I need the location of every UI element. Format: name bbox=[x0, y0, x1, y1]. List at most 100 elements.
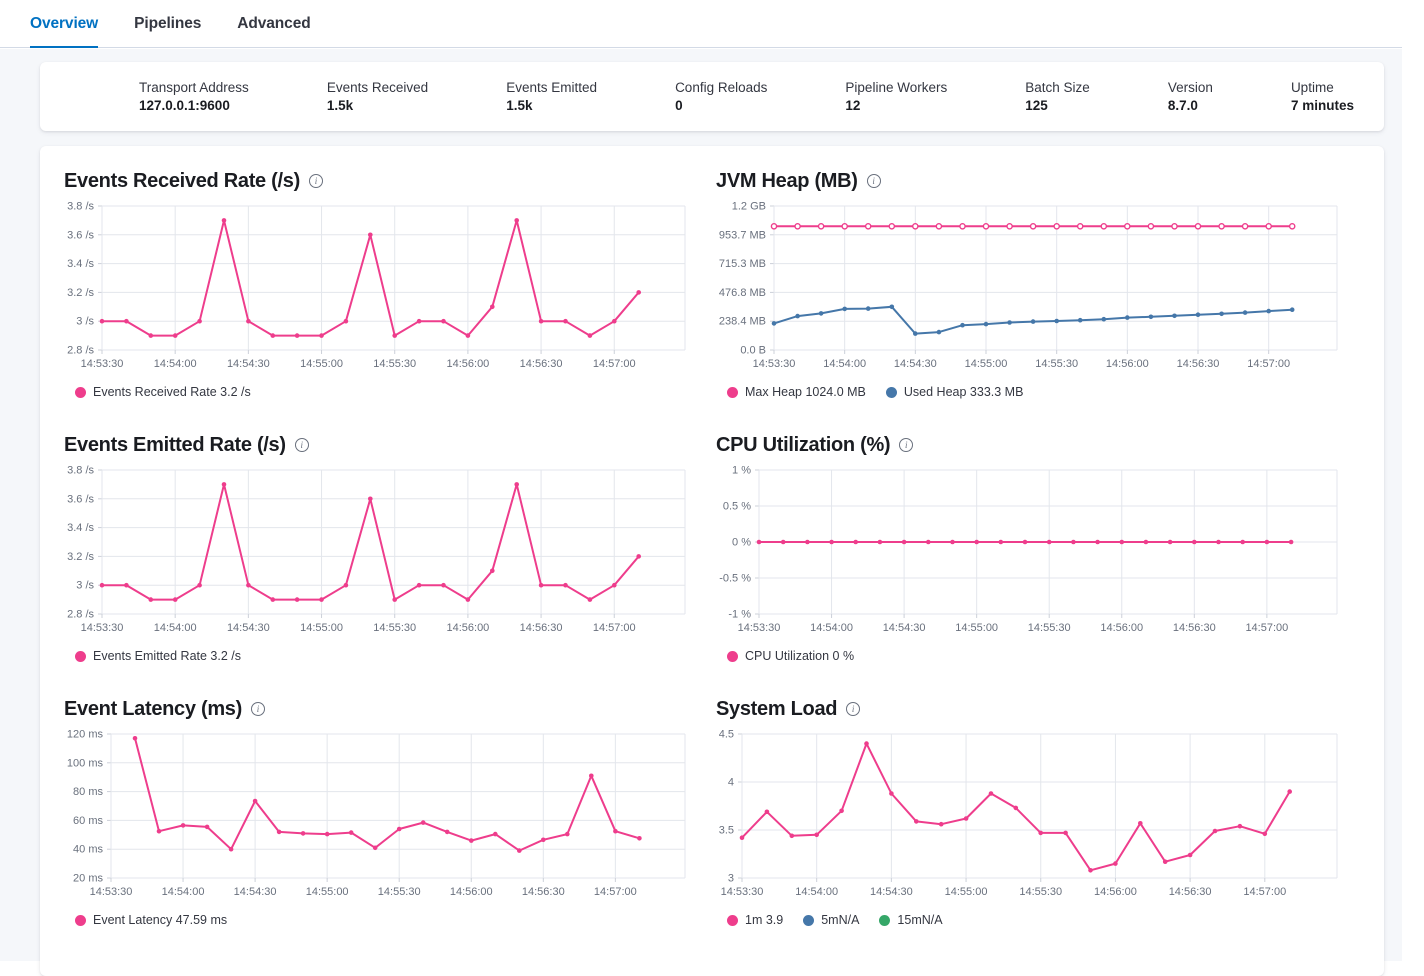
stat-label: Events Received bbox=[326, 80, 429, 95]
svg-text:3.5: 3.5 bbox=[719, 825, 734, 837]
stat-version: Version 8.7.0 bbox=[1168, 80, 1213, 113]
stat-label: Batch Size bbox=[1025, 80, 1090, 95]
tab-pipelines[interactable]: Pipelines bbox=[134, 14, 202, 32]
stat-value: 1.5k bbox=[506, 98, 533, 113]
svg-text:2.8 /s: 2.8 /s bbox=[67, 345, 94, 357]
chart-plot[interactable]: 1.2 GB 953.7 MB 715.3 MB 476.8 MB 238.4 MB 0.… bbox=[716, 200, 1338, 378]
svg-text:14:54:00: 14:54:00 bbox=[810, 622, 853, 634]
legend-dot bbox=[727, 650, 738, 662]
chart-legend: Max Heap 1024.0 MB Used Heap 333.3 MB bbox=[716, 382, 1338, 402]
svg-text:14:55:30: 14:55:30 bbox=[1035, 358, 1078, 370]
svg-text:100 ms: 100 ms bbox=[67, 757, 104, 769]
info-icon[interactable]: i bbox=[294, 438, 309, 452]
chart-title: Events Received Rate (/s) bbox=[64, 169, 300, 192]
chart-header: Event Latency (ms) i bbox=[64, 696, 686, 722]
svg-text:953.7 MB: 953.7 MB bbox=[719, 229, 766, 241]
legend-label: 1m 3.9 bbox=[745, 913, 784, 927]
svg-text:14:57:00: 14:57:00 bbox=[593, 622, 636, 634]
svg-text:-0.5 %: -0.5 % bbox=[719, 573, 751, 585]
chart-header: JVM Heap (MB) i bbox=[716, 168, 1338, 194]
svg-text:14:55:00: 14:55:00 bbox=[955, 622, 998, 634]
svg-text:14:53:30: 14:53:30 bbox=[81, 622, 124, 634]
legend-item[interactable]: CPU Utilization 0 % bbox=[727, 649, 854, 663]
svg-text:14:56:00: 14:56:00 bbox=[446, 358, 489, 370]
svg-text:80 ms: 80 ms bbox=[73, 786, 103, 798]
svg-text:14:56:00: 14:56:00 bbox=[450, 886, 493, 898]
tab-overview[interactable]: Overview bbox=[30, 0, 99, 48]
legend-item[interactable]: Max Heap 1024.0 MB bbox=[727, 385, 866, 399]
chart-jvm-heap: JVM Heap (MB) i 1.2 GB 953.7 MB 715.3 MB 47… bbox=[716, 168, 1338, 402]
svg-text:1 %: 1 % bbox=[732, 465, 751, 477]
chart-header: Events Emitted Rate (/s) i bbox=[64, 432, 686, 458]
info-icon[interactable]: i bbox=[308, 174, 323, 188]
svg-text:14:57:00: 14:57:00 bbox=[594, 886, 637, 898]
chart-plot[interactable]: 120 ms 100 ms 80 ms 60 ms 40 ms 20 ms 14:53:30… bbox=[64, 728, 686, 906]
legend-label: Used Heap 333.3 MB bbox=[903, 385, 1024, 399]
svg-text:14:54:00: 14:54:00 bbox=[162, 886, 205, 898]
svg-text:14:55:00: 14:55:00 bbox=[965, 358, 1008, 370]
chart-title: JVM Heap (MB) bbox=[716, 169, 858, 192]
chart-plot[interactable]: 3.8 /s 3.6 /s 3.4 /s 3.2 /s 3 /s 2.8 /s 14:53:… bbox=[64, 200, 686, 378]
svg-text:14:54:00: 14:54:00 bbox=[154, 622, 197, 634]
svg-text:14:56:00: 14:56:00 bbox=[446, 622, 489, 634]
chart-plot[interactable]: 3.8 /s 3.6 /s 3.4 /s 3.2 /s 3 /s 2.8 /s 14:53:… bbox=[64, 464, 686, 642]
svg-text:14:55:30: 14:55:30 bbox=[378, 886, 421, 898]
chart-title: Events Emitted Rate (/s) bbox=[64, 433, 286, 456]
legend-item[interactable]: Event Latency 47.59 ms bbox=[75, 913, 227, 927]
svg-text:14:55:30: 14:55:30 bbox=[373, 358, 416, 370]
info-icon[interactable]: i bbox=[899, 438, 914, 452]
legend-item[interactable]: Events Received Rate 3.2 /s bbox=[75, 385, 251, 399]
stat-events-emitted: Events Emitted 1.5k bbox=[506, 80, 597, 113]
legend-item[interactable]: 1m 3.9 bbox=[727, 913, 783, 927]
svg-text:0.5 %: 0.5 % bbox=[723, 501, 751, 513]
legend-label: CPU Utilization 0 % bbox=[745, 649, 855, 663]
tab-bar: Overview Pipelines Advanced bbox=[0, 0, 1402, 48]
svg-text:2.8 /s: 2.8 /s bbox=[67, 609, 94, 621]
chart-legend: CPU Utilization 0 % bbox=[716, 646, 1338, 666]
legend-item[interactable]: 5mN/A bbox=[803, 913, 859, 927]
svg-text:14:55:00: 14:55:00 bbox=[945, 886, 988, 898]
stat-transport-address: Transport Address 127.0.0.1:9600 bbox=[139, 80, 249, 113]
svg-text:14:55:00: 14:55:00 bbox=[300, 622, 343, 634]
legend-item[interactable]: 15mN/A bbox=[879, 913, 943, 927]
svg-text:20 ms: 20 ms bbox=[73, 873, 103, 885]
info-icon[interactable]: i bbox=[251, 702, 265, 716]
svg-text:14:57:00: 14:57:00 bbox=[1247, 358, 1290, 370]
svg-text:3 /s: 3 /s bbox=[76, 316, 94, 328]
svg-text:3.6 /s: 3.6 /s bbox=[67, 229, 94, 241]
info-icon[interactable]: i bbox=[846, 702, 861, 716]
svg-text:0.0 B: 0.0 B bbox=[740, 345, 766, 357]
chart-header: CPU Utilization (%) i bbox=[716, 432, 1338, 458]
svg-text:14:53:30: 14:53:30 bbox=[721, 886, 764, 898]
legend-label: 15mN/A bbox=[897, 913, 943, 927]
svg-text:3.8 /s: 3.8 /s bbox=[67, 201, 94, 213]
svg-text:14:55:30: 14:55:30 bbox=[1028, 622, 1071, 634]
legend-dot bbox=[727, 914, 738, 926]
chart-title: Event Latency (ms) bbox=[64, 697, 242, 720]
chart-plot[interactable]: 4.5 4 3.5 3 14:53:30 14:54:00 14:54:30 14:55:00… bbox=[716, 728, 1338, 906]
legend-dot bbox=[727, 386, 738, 398]
stat-label: Pipeline Workers bbox=[845, 80, 948, 95]
legend-dot bbox=[803, 914, 815, 926]
legend-label: Events Emitted Rate 3.2 /s bbox=[93, 649, 241, 663]
svg-text:14:54:30: 14:54:30 bbox=[234, 886, 277, 898]
chart-cpu-utilization: CPU Utilization (%) i 1 % 0.5 % 0 % -0.5 % -… bbox=[716, 432, 1338, 666]
svg-text:14:54:30: 14:54:30 bbox=[870, 886, 913, 898]
chart-plot[interactable]: 1 % 0.5 % 0 % -0.5 % -1 % 14:53:30 14:54:00 14:… bbox=[716, 464, 1338, 642]
svg-text:14:56:30: 14:56:30 bbox=[520, 622, 563, 634]
svg-text:3.2 /s: 3.2 /s bbox=[67, 551, 94, 563]
chart-event-latency: Event Latency (ms) i 120 ms 100 ms 80 ms 60… bbox=[64, 696, 686, 930]
svg-text:14:57:00: 14:57:00 bbox=[593, 358, 636, 370]
tab-advanced[interactable]: Advanced bbox=[237, 14, 311, 32]
info-icon[interactable]: i bbox=[866, 174, 881, 188]
legend-label: 5mN/A bbox=[821, 913, 860, 927]
chart-header: System Load i bbox=[716, 696, 1338, 722]
legend-item[interactable]: Used Heap 333.3 MB bbox=[885, 385, 1024, 399]
svg-text:3.4 /s: 3.4 /s bbox=[67, 258, 94, 270]
chart-system-load: System Load i 4.5 4 3.5 3 14:53:30 14:54:00 14… bbox=[716, 696, 1338, 930]
stat-batch-size: Batch Size 125 bbox=[1025, 80, 1090, 113]
chart-title: System Load bbox=[716, 697, 838, 720]
node-stats-bar: Transport Address 127.0.0.1:9600 Events … bbox=[40, 62, 1384, 131]
legend-item[interactable]: Events Emitted Rate 3.2 /s bbox=[75, 649, 241, 663]
stat-label: Config Reloads bbox=[675, 80, 768, 95]
